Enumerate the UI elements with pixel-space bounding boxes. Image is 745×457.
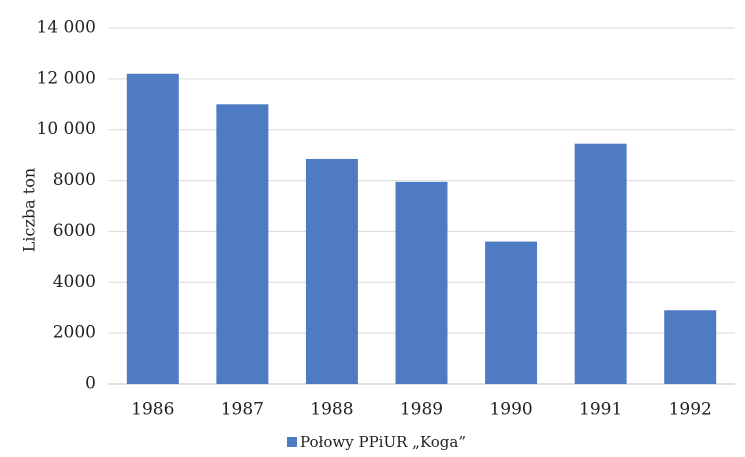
y-axis-tick-labels: 0 2000 4000 6000 8000 10 000 12 000 14 000 [37, 18, 96, 394]
y-tick-label: 2000 [53, 323, 96, 343]
legend-label: Połowy PPiUR „Koga” [300, 433, 466, 451]
y-tick-label: 6000 [53, 221, 96, 241]
x-tick-label: 1988 [310, 400, 353, 420]
x-tick-label: 1986 [131, 400, 174, 420]
x-tick-label: 1990 [489, 400, 532, 420]
legend-swatch [287, 437, 297, 447]
legend: Połowy PPiUR „Koga” [287, 433, 466, 451]
y-axis-title: Liczba ton [20, 168, 39, 252]
y-tick-label: 14 000 [37, 18, 96, 38]
x-axis-tick-labels: 1986 1987 1988 1989 1990 1991 1992 [131, 400, 712, 420]
bar-1988 [305, 158, 358, 384]
bar-1989 [395, 181, 448, 384]
bar-1991 [574, 143, 627, 384]
y-tick-label: 0 [85, 374, 96, 394]
bar-1987 [216, 104, 269, 385]
x-tick-label: 1991 [579, 400, 622, 420]
y-tick-label: 10 000 [37, 119, 96, 139]
bars [126, 73, 717, 385]
x-tick-label: 1992 [669, 400, 712, 420]
y-tick-label: 8000 [53, 170, 96, 190]
x-tick-label: 1987 [221, 400, 264, 420]
bar-1990 [485, 241, 538, 384]
y-tick-label: 4000 [53, 272, 96, 292]
bar-1992 [664, 310, 717, 384]
y-tick-label: 12 000 [37, 68, 96, 88]
x-tick-label: 1989 [400, 400, 443, 420]
bar-1986 [126, 73, 179, 385]
